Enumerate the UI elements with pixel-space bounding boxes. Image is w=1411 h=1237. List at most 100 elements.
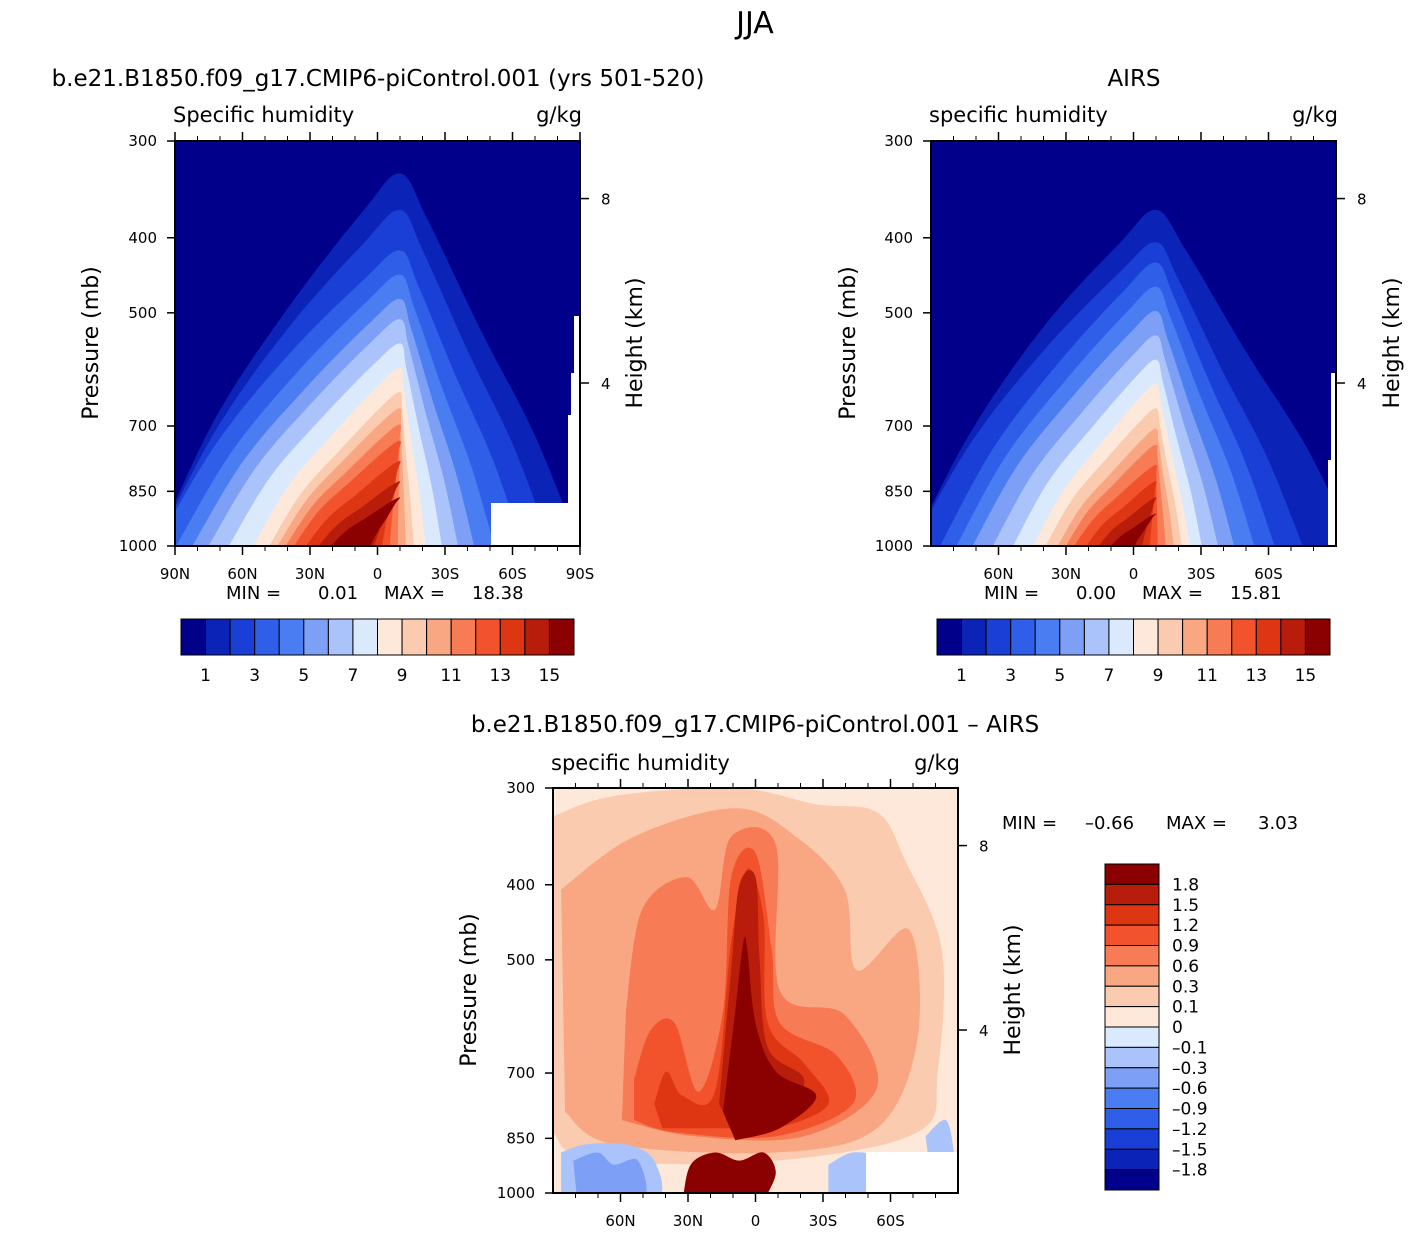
y-tick-label: 500 [506,951,535,969]
colorbar-box [1133,618,1159,656]
colorbar-box [499,618,526,656]
page-title: JJA [734,6,774,41]
panel-diff-missing-region [866,1152,958,1193]
colorbar-label: –0.3 [1172,1059,1208,1079]
colorbar-label: 0.3 [1172,977,1199,997]
colorbar-box [1206,618,1233,656]
contour-band-14 [1098,497,1157,546]
panel-model-max-label: MAX = [384,583,445,604]
y-tick-label: 700 [128,417,157,435]
y-tick-label: 700 [506,1064,535,1082]
colorbar-box [450,618,477,656]
colorbar-box [1104,1108,1160,1130]
colorbar-box [1108,618,1134,656]
colorbar-box [1104,1148,1160,1171]
contour-band-15 [1111,513,1157,546]
height-tick-label: 8 [601,191,611,209]
colorbar-box [1104,1169,1160,1191]
colorbar-box [327,618,354,656]
contour-band-15 [330,497,401,546]
y-tick-label: 300 [506,779,535,797]
x-tick-label: 60N [605,1212,635,1230]
colorbar-label: 5 [1054,666,1065,686]
y-tick-label: 1000 [119,537,157,555]
colorbar-label: 0.9 [1172,937,1199,957]
panel-model-min-value: 0.01 [318,583,358,604]
colorbar-label: 0.1 [1172,998,1199,1018]
colorbar-box [1104,985,1160,1008]
panel-obs-ylabel: Pressure (mb) [836,266,861,420]
colorbar-box [254,618,280,656]
colorbar-box [1104,1046,1160,1069]
panel-diff-min-label: MIN = [1002,813,1057,834]
colorbar-label: 9 [397,666,408,686]
colorbar-label: –0.6 [1172,1079,1208,1099]
colorbar-box [1104,1087,1160,1109]
panel-obs-title: AIRS [1107,66,1160,92]
height-tick-label: 8 [1357,191,1367,209]
x-tick-label: 30N [295,565,325,583]
panel-model-max-value: 18.38 [472,583,524,604]
contour-band-surface-core [683,1152,776,1193]
colorbar-label: 11 [1196,666,1218,686]
colorbar-box [1104,1128,1160,1150]
panel-obs-ylabel-right: Height (km) [1380,277,1405,408]
colorbar-box [1104,924,1160,946]
x-tick-label: 60S [498,565,527,583]
panel-obs: AIRS specific humidity g/kg 60N 30N 0 30S 60… [836,66,1405,686]
colorbar-box [1157,618,1184,656]
panel-diff-contours [553,788,957,1193]
colorbar-box [1231,618,1257,656]
colorbar-label: 7 [348,666,359,686]
panel-model-min-label: MIN = [226,583,281,604]
height-tick-label: 4 [601,375,611,393]
colorbar-box [1255,618,1282,656]
colorbar-box [1104,1006,1160,1028]
y-tick-label: 400 [128,229,157,247]
colorbar-label: 11 [440,666,462,686]
y-tick-label: 400 [884,229,913,247]
colorbar-label: 1 [956,666,967,686]
height-tick-label: 4 [1357,375,1367,393]
y-tick-label: 850 [506,1129,535,1147]
x-tick-label: 0 [373,565,383,583]
panel-model-left-label: Specific humidity [173,103,354,127]
panel-obs-colorbar: 1 3 5 7 9 11 13 15 [936,618,1331,686]
height-tick-label: 8 [979,838,989,856]
colorbar-label: –1.5 [1172,1140,1208,1160]
x-tick-label: 90N [160,565,190,583]
panel-obs-min-label: MIN = [984,583,1039,604]
x-tick-label: 60N [983,565,1013,583]
colorbar-label: 13 [489,666,511,686]
colorbar-box [426,618,452,656]
colorbar-box [1104,883,1160,906]
y-tick-label: 500 [128,304,157,322]
panel-obs-left-label: specific humidity [929,103,1108,127]
colorbar-box [352,618,378,656]
colorbar-label: 9 [1153,666,1164,686]
panel-model-plot [175,141,580,546]
panel-model-colorbar: 1 3 5 7 9 11 13 15 [180,618,575,686]
colorbar-label: 1.5 [1172,896,1199,916]
x-tick-label: 30N [1051,565,1081,583]
x-tick-label: 30S [1187,565,1216,583]
panel-obs-plot [931,141,1336,546]
y-tick-label: 1000 [497,1184,535,1202]
y-tick-label: 700 [884,417,913,435]
colorbar-box [1104,863,1160,885]
colorbar-label: 15 [539,666,561,686]
colorbar-box [961,618,987,656]
x-tick-label: 90S [566,565,595,583]
colorbar-box [475,618,501,656]
colorbar-box [1034,618,1061,656]
contour-band-14 [318,481,401,546]
x-tick-label: 0 [1129,565,1139,583]
colorbar-box [229,618,256,656]
colorbar-label: 3 [249,666,260,686]
colorbar-label: 1.8 [1172,875,1199,895]
panel-obs-axes: 60N 30N 0 30S 60S 300 400 500 700 850 1000 8 4 [875,132,1367,583]
colorbar-label: –1.8 [1172,1161,1208,1181]
colorbar-box [1059,618,1085,656]
colorbar-label: 0.6 [1172,957,1199,977]
